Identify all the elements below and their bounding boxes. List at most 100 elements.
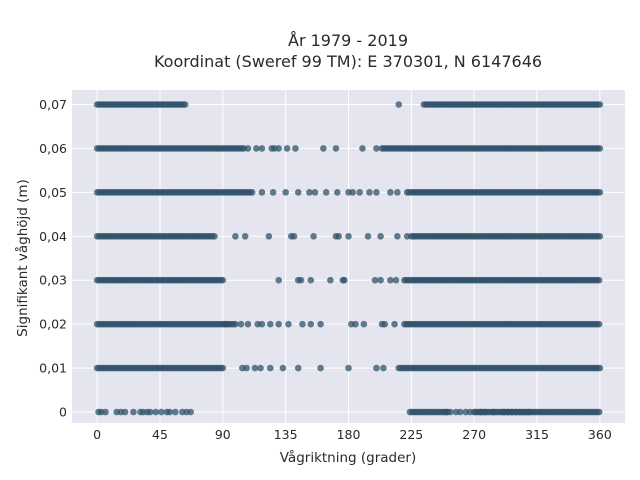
- data-points: [93, 101, 604, 416]
- data-point: [482, 408, 489, 416]
- data-point: [265, 232, 273, 240]
- y-axis-label: Signifikant våghöjd (m): [14, 179, 31, 337]
- data-point: [373, 145, 380, 152]
- chart-title-line2: Koordinat (Sweref 99 TM): E 370301, N 61…: [154, 52, 542, 71]
- data-point: [244, 320, 252, 328]
- data-point: [152, 408, 160, 416]
- data-point: [211, 232, 218, 240]
- data-point: [356, 189, 363, 196]
- data-point: [299, 320, 306, 328]
- data-point: [394, 189, 401, 196]
- data-point: [470, 408, 478, 416]
- data-point: [596, 364, 604, 372]
- data-point: [146, 408, 154, 416]
- data-point: [257, 364, 264, 372]
- data-point: [244, 145, 252, 152]
- data-point: [320, 145, 327, 152]
- data-point: [279, 364, 287, 372]
- data-point: [596, 145, 604, 152]
- data-point: [285, 320, 292, 328]
- data-point: [258, 189, 266, 196]
- data-point: [130, 408, 137, 416]
- data-point: [290, 232, 298, 240]
- x-tick-label: 90: [215, 427, 231, 442]
- data-point: [258, 320, 266, 328]
- data-point: [391, 320, 398, 328]
- data-point: [294, 189, 302, 196]
- data-point: [394, 232, 401, 240]
- data-point: [307, 276, 315, 284]
- data-point: [341, 276, 348, 284]
- data-point: [294, 364, 302, 372]
- data-point: [345, 364, 352, 372]
- data-point: [310, 232, 317, 240]
- data-point: [219, 364, 227, 372]
- data-point: [275, 276, 282, 284]
- x-ticks: 0 45 90 135 180 225 270 315 360: [93, 427, 612, 442]
- y-tick-label: 0,07: [39, 97, 67, 112]
- data-point: [317, 320, 324, 328]
- data-point: [327, 276, 334, 284]
- data-point: [490, 408, 498, 416]
- data-point: [456, 408, 464, 416]
- data-point: [395, 101, 403, 108]
- data-point: [166, 408, 174, 416]
- data-point: [345, 232, 352, 240]
- data-point: [349, 189, 356, 196]
- y-tick-label: 0,03: [39, 273, 67, 288]
- y-tick-label: 0,02: [39, 317, 67, 332]
- data-point: [596, 101, 604, 108]
- chart-title-line1: År 1979 - 2019: [288, 31, 408, 50]
- y-tick-label: 0,04: [39, 229, 67, 244]
- x-tick-label: 180: [337, 427, 361, 442]
- data-point: [373, 364, 380, 372]
- data-point: [596, 232, 604, 240]
- data-point: [360, 320, 368, 328]
- data-point: [381, 320, 389, 328]
- x-axis-label: Vågriktning (grader): [280, 449, 417, 466]
- data-point: [335, 232, 343, 240]
- data-point: [275, 320, 282, 328]
- data-point: [172, 408, 179, 416]
- data-point: [334, 189, 341, 196]
- data-point: [380, 364, 387, 372]
- x-tick-label: 135: [274, 427, 298, 442]
- y-tick-label: 0,06: [39, 141, 67, 156]
- data-point: [297, 276, 305, 284]
- data-point: [248, 189, 256, 196]
- data-point: [282, 189, 289, 196]
- data-point: [251, 364, 259, 372]
- data-point: [392, 276, 400, 284]
- data-point: [525, 408, 532, 416]
- data-point: [332, 145, 340, 152]
- data-point: [237, 320, 245, 328]
- data-point: [283, 145, 291, 152]
- data-point: [292, 145, 299, 152]
- y-ticks: 0 0,01 0,02 0,03 0,04 0,05 0,06 0,07: [39, 97, 67, 420]
- y-tick-label: 0,01: [39, 361, 67, 376]
- data-point: [595, 320, 603, 328]
- x-tick-label: 0: [93, 427, 101, 442]
- data-point: [364, 232, 372, 240]
- data-point: [595, 408, 603, 416]
- data-point: [253, 145, 260, 152]
- data-point: [596, 189, 604, 196]
- data-point: [352, 320, 359, 328]
- data-point: [219, 276, 227, 284]
- data-point: [322, 189, 330, 196]
- data-point: [232, 320, 239, 328]
- data-point: [267, 320, 274, 328]
- data-point: [359, 145, 366, 152]
- data-point: [387, 189, 394, 196]
- x-tick-label: 360: [588, 427, 612, 442]
- data-point: [366, 189, 373, 196]
- data-point: [275, 145, 282, 152]
- data-point: [317, 364, 324, 372]
- data-point: [121, 408, 129, 416]
- x-tick-label: 45: [152, 427, 168, 442]
- data-point: [241, 232, 249, 240]
- x-tick-label: 225: [399, 427, 423, 442]
- data-point: [258, 145, 266, 152]
